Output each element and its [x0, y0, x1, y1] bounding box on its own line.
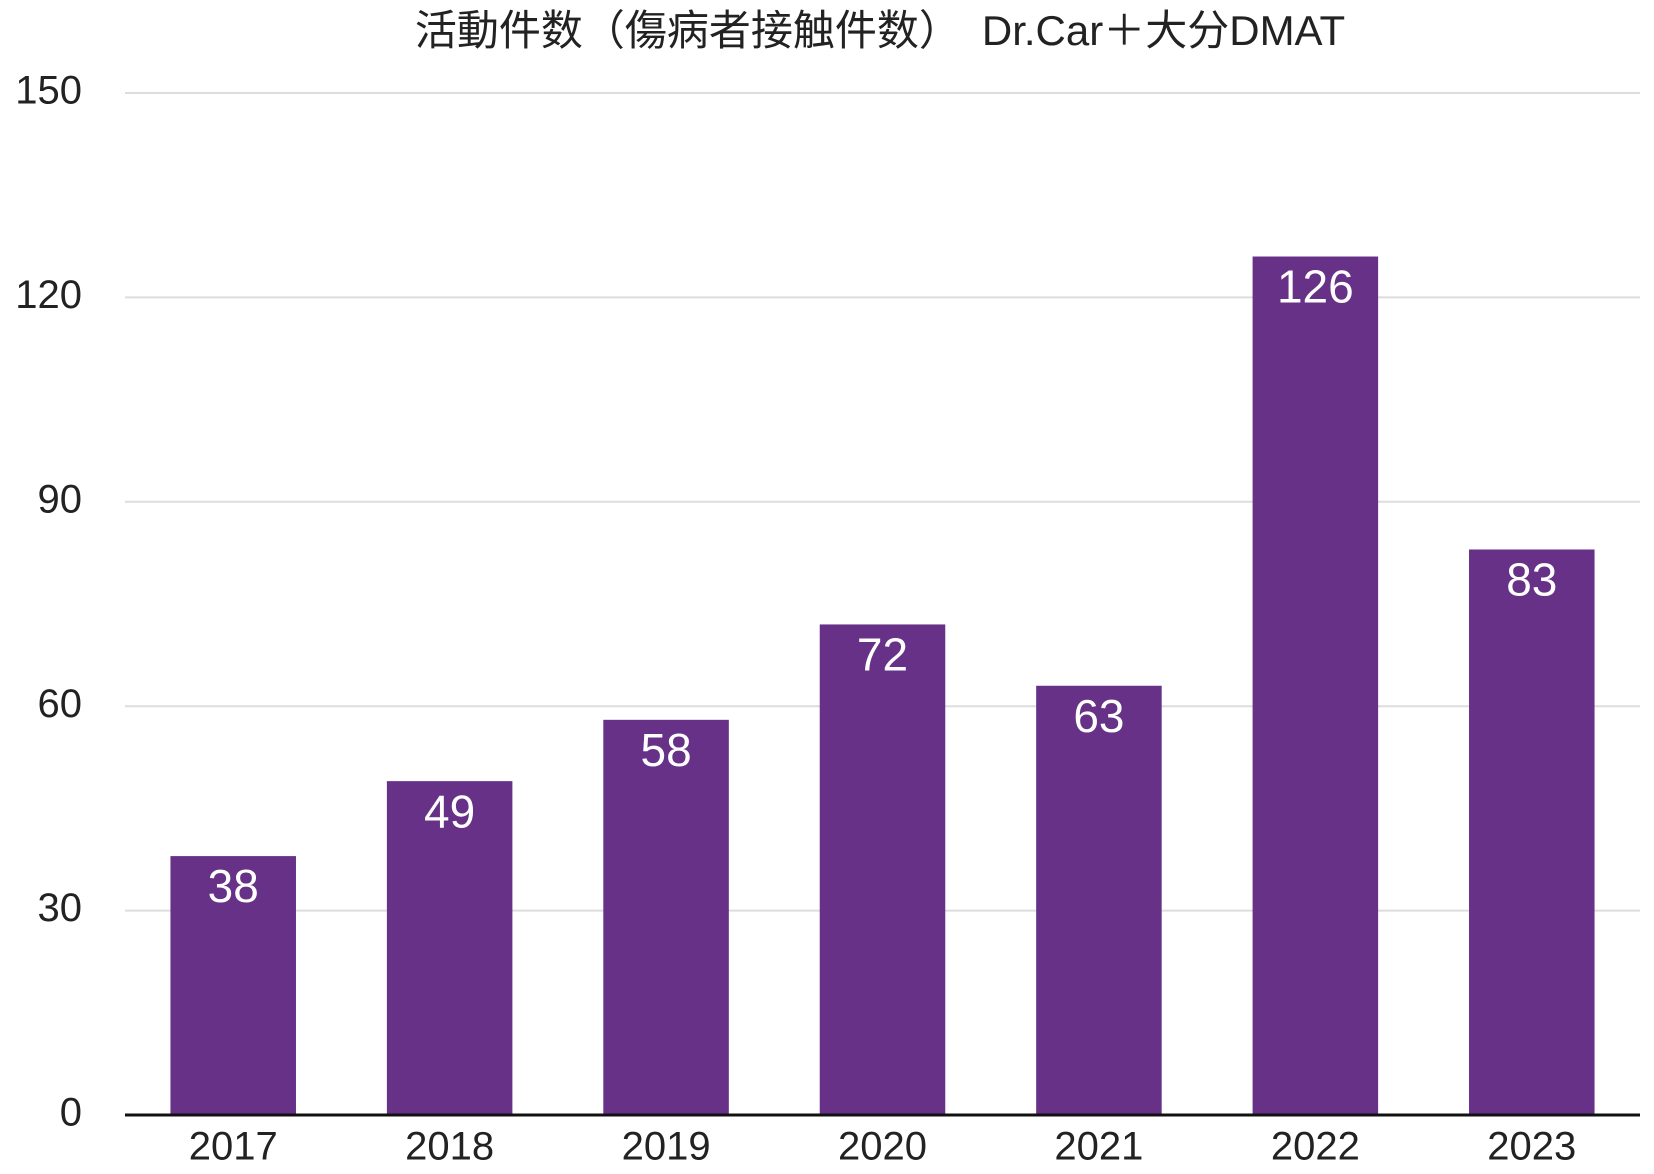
x-tick-label: 2018	[405, 1125, 494, 1169]
value-label: 58	[640, 724, 691, 776]
y-tick-label: 0	[60, 1091, 82, 1135]
bar	[603, 719, 729, 1115]
bar	[1469, 549, 1595, 1115]
y-tick-label: 120	[15, 273, 82, 317]
value-label: 126	[1277, 261, 1354, 313]
bar	[170, 856, 296, 1115]
x-tick-label: 2023	[1487, 1125, 1576, 1169]
y-tick-label: 90	[38, 477, 83, 521]
x-tick-label: 2021	[1054, 1125, 1143, 1169]
x-tick-label: 2017	[189, 1125, 278, 1169]
value-label: 72	[857, 629, 908, 681]
x-tick-label: 2020	[838, 1125, 927, 1169]
bar	[1252, 256, 1379, 1115]
value-label: 49	[424, 785, 475, 837]
x-tick-label: 2019	[622, 1125, 711, 1169]
bar	[386, 781, 513, 1115]
bar	[1036, 685, 1162, 1115]
y-tick-label: 150	[15, 69, 82, 113]
bar	[819, 624, 946, 1115]
value-label: 38	[208, 860, 259, 912]
y-tick-label: 30	[38, 886, 83, 930]
value-label: 83	[1506, 554, 1557, 606]
x-tick-label: 2022	[1271, 1125, 1360, 1169]
y-tick-label: 60	[38, 682, 83, 726]
value-label: 63	[1073, 690, 1124, 742]
chart-title: 活動件数（傷病者接触件数） Dr.Car＋大分DMAT	[415, 7, 1345, 54]
